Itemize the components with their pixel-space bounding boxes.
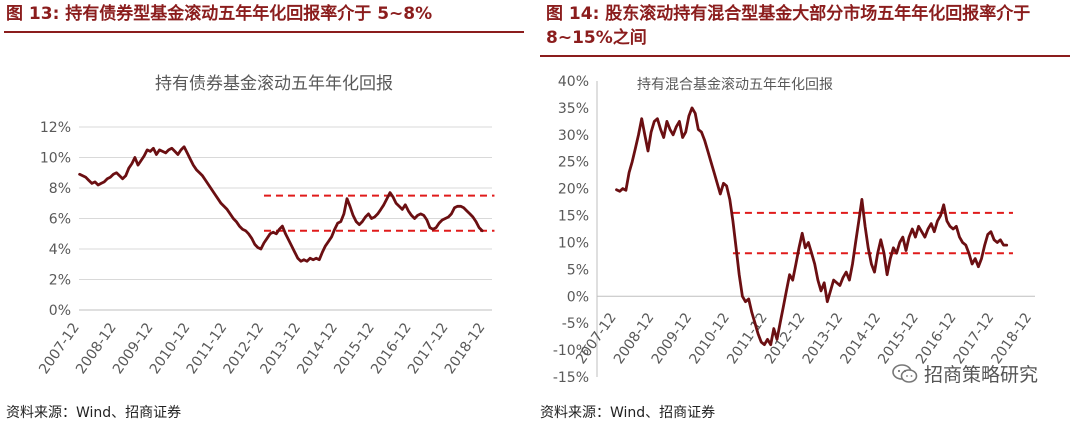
y-tick-label: 0% [49,303,71,319]
y-tick-label: 25% [558,155,589,171]
title-divider [540,55,1070,57]
source-note: 资料来源：Wind、招商证券 [540,405,716,421]
series-line [615,106,1009,347]
right-panel: 图 14: 股东滚动持有混合型基金大部分市场五年年化回报率介于 8~15%之间 … [540,0,1080,423]
left-panel: 图 13: 持有债券型基金滚动五年年化回报率介于 5~8% 持有债券基金滚动五年… [0,0,530,423]
y-tick-label: 8% [49,181,71,197]
chart-hybrid-fund: 持有混合基金滚动五年年化回报 -15% -10% -5% 0% 5% 10% 15% 20% 25… [540,62,1070,396]
bond-fund-chart-svg: 持有债券基金滚动五年年化回报0%2%4%6%8%10%12%2007-12200… [36,74,495,377]
y-tick-label: 10% [40,151,71,167]
y-tick-label: -10% [553,343,589,359]
y-tick-label: 20% [558,182,589,198]
y-tick-label: 10% [558,235,589,251]
figure-14-title: 图 14: 股东滚动持有混合型基金大部分市场五年年化回报率介于 8~15%之间 [546,4,1031,48]
y-tick-label: 6% [49,212,71,228]
source-note: 资料来源：Wind、招商证券 [6,405,182,421]
watermark: 招商策略研究 [892,360,1038,387]
chart-title: 持有债券基金滚动五年年化回报 [155,74,393,94]
y-tick-label: 5% [567,262,589,278]
title-divider [4,31,524,33]
y-tick-label: 0% [567,289,589,305]
y-tick-label: 40% [558,74,589,90]
y-tick-label: 12% [40,120,71,136]
wechat-icon [892,363,918,383]
series-line [78,145,484,263]
chart-title: 持有混合基金滚动五年年化回报 [637,76,833,93]
y-tick-label: 4% [49,242,71,258]
chart-bond-fund: 持有债券基金滚动五年年化回报 0% 2% 4% 6% 8% 10% 12% 2007-12 200… [4,37,526,395]
hybrid-fund-chart-svg: 持有混合基金滚动五年年化回报 -15% -10% -5% 0% 5% 10% 15% 20% 25… [553,74,1035,386]
figure-13-title: 图 13: 持有债券型基金滚动五年年化回报率介于 5~8% [6,4,433,24]
y-tick-label: 2% [49,273,71,289]
y-tick-label: 15% [558,209,589,225]
y-tick-label: -15% [553,370,589,386]
watermark-text: 招商策略研究 [923,364,1038,386]
y-tick-label: 35% [558,101,589,117]
y-tick-label: -5% [562,316,589,332]
y-tick-label: 30% [558,128,589,144]
